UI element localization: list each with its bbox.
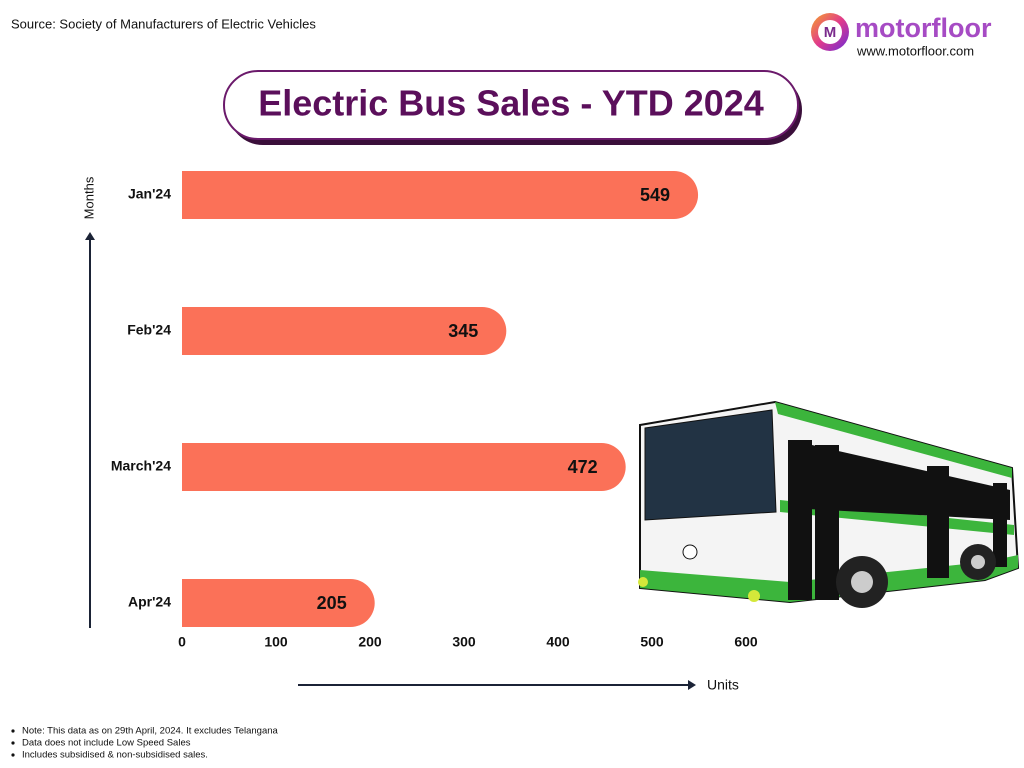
x-tick-label: 200 xyxy=(358,634,382,650)
y-tick-label: Feb'24 xyxy=(127,322,171,338)
value-label: 472 xyxy=(568,457,598,477)
brand: motorfloor xyxy=(855,13,992,43)
axis-arrows xyxy=(85,232,696,690)
note: Data does not include Low Speed Sales xyxy=(22,738,191,749)
bullet xyxy=(11,753,15,757)
value-label: 549 xyxy=(640,185,670,205)
title-box xyxy=(223,70,799,140)
bus-illustration xyxy=(638,400,1020,608)
bar xyxy=(182,443,626,491)
x-tick-label: 100 xyxy=(264,634,288,650)
value-label: 345 xyxy=(448,321,478,341)
bar xyxy=(182,579,375,627)
bullet xyxy=(11,729,15,733)
chart-title: Electric Bus Sales - YTD 2024 xyxy=(258,83,764,124)
bar xyxy=(182,307,507,355)
y-tick-label: March'24 xyxy=(111,458,171,474)
y-tick-label: Jan'24 xyxy=(128,186,171,202)
brand-url: www.motorfloor.com xyxy=(856,43,974,58)
y-axis-label: Months xyxy=(81,176,96,219)
x-tick-label: 300 xyxy=(452,634,476,650)
x-tick-label: 0 xyxy=(178,634,186,650)
y-tick-label: Apr'24 xyxy=(128,594,171,610)
value-label: 205 xyxy=(317,593,347,613)
x-tick-label: 400 xyxy=(546,634,570,650)
svg-text:M: M xyxy=(824,24,837,41)
x-axis-label: Units xyxy=(707,677,739,693)
x-tick-label: 500 xyxy=(640,634,664,650)
notes: Note: This data as on 29th April, 2024. … xyxy=(11,726,279,761)
bullet xyxy=(11,741,15,745)
note: Note: This data as on 29th April, 2024. … xyxy=(22,726,279,737)
logo: M xyxy=(811,13,849,51)
bar xyxy=(182,171,699,219)
note: Includes subsidised & non-subsidised sal… xyxy=(22,750,208,761)
source: Source: Society of Manufacturers of Elec… xyxy=(11,16,316,31)
x-tick-label: 600 xyxy=(734,634,758,650)
